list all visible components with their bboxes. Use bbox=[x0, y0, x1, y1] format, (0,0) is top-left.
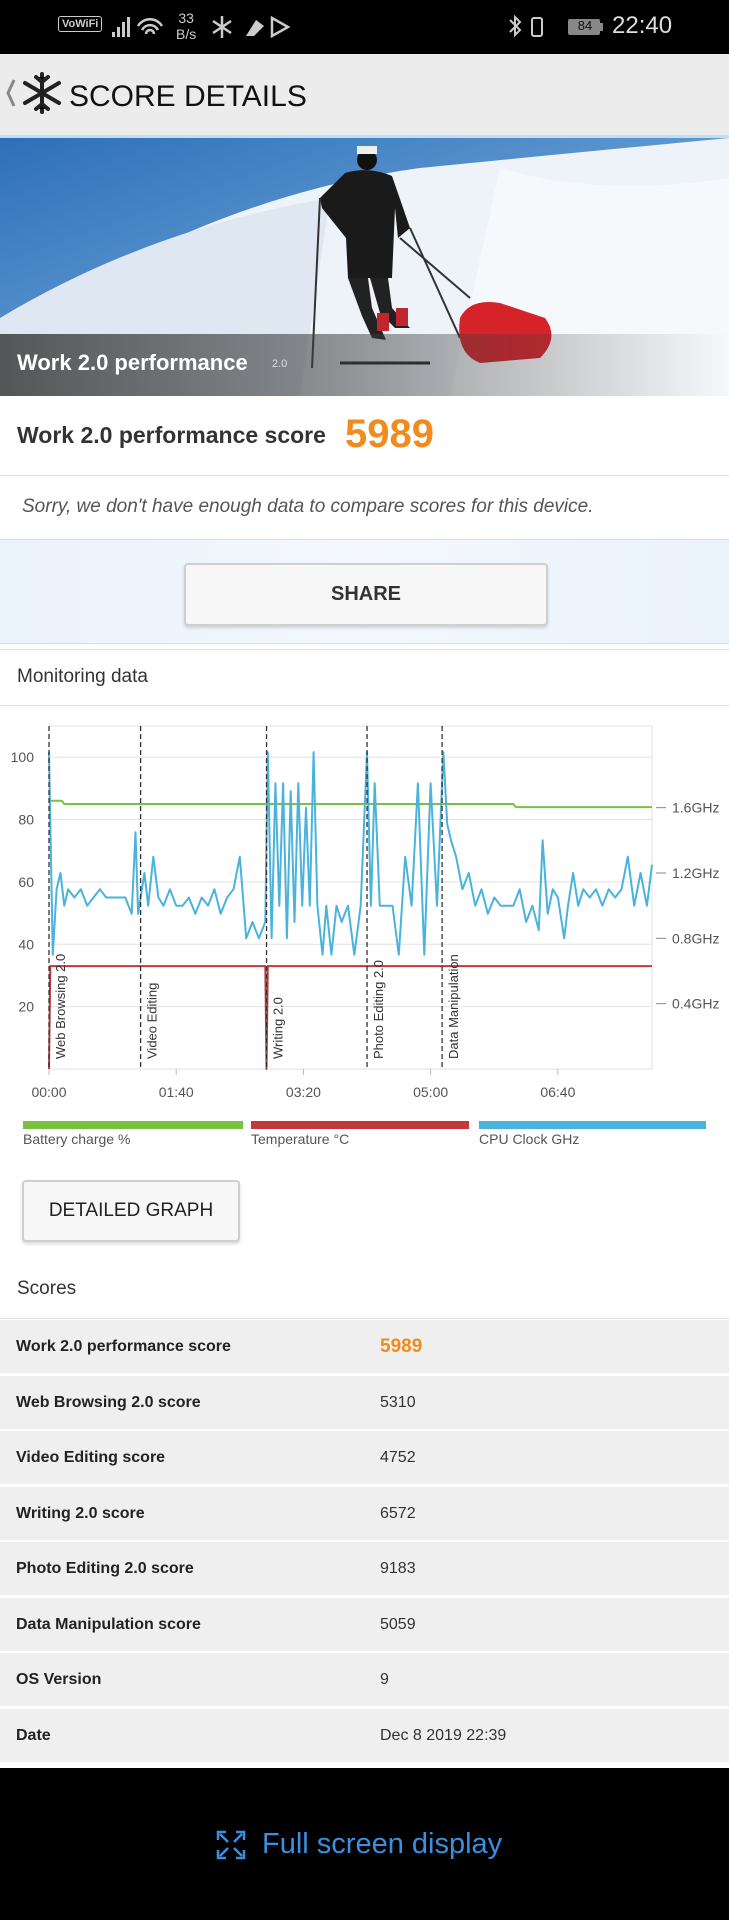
score-label: Work 2.0 performance score bbox=[16, 1338, 231, 1355]
footer-bar: Full screen display bbox=[0, 1768, 729, 1920]
score-row: Data Manipulation score 5059 bbox=[0, 1597, 729, 1651]
y2-tick-label: 1.6GHz bbox=[672, 800, 719, 816]
score-row: Photo Editing 2.0 score 9183 bbox=[0, 1542, 729, 1595]
y-tick-label: 40 bbox=[18, 936, 34, 952]
score-label: Video Editing score bbox=[16, 1449, 166, 1466]
score-row: Video Editing score 4752 bbox=[0, 1431, 729, 1484]
detailed-graph-button[interactable]: DETAILED GRAPH bbox=[22, 1180, 240, 1242]
score-label: Web Browsing 2.0 score bbox=[16, 1393, 201, 1411]
y2-tick-label: 0.4GHz bbox=[672, 996, 719, 1012]
score-value: 5310 bbox=[380, 1393, 416, 1411]
y-tick-label: 100 bbox=[11, 749, 35, 765]
y2-tick-label: 1.2GHz bbox=[672, 865, 719, 881]
phase-label: Data Manipulation bbox=[446, 954, 461, 1059]
x-tick-label: 01:40 bbox=[159, 1084, 194, 1100]
share-button[interactable]: SHARE bbox=[184, 563, 548, 626]
score-value: 4752 bbox=[380, 1449, 416, 1466]
notice-text: Sorry, we don't have enough data to comp… bbox=[22, 496, 594, 517]
page-title: SCORE DETAILS bbox=[69, 80, 307, 113]
series-line bbox=[48, 751, 653, 956]
y-tick-label: 20 bbox=[18, 999, 34, 1015]
phase-label: Video Editing bbox=[145, 983, 160, 1059]
app-header bbox=[0, 54, 729, 138]
phase-label: Photo Editing 2.0 bbox=[371, 960, 386, 1059]
score-row: OS Version 9 bbox=[0, 1653, 729, 1706]
monitoring-title: Monitoring data bbox=[17, 666, 148, 687]
monitoring-header: Monitoring data bbox=[0, 649, 729, 706]
back-logo[interactable] bbox=[4, 68, 64, 118]
legend-swatch bbox=[23, 1121, 243, 1129]
network-label: VoWiFi bbox=[58, 16, 103, 32]
legend-label: Temperature °C bbox=[251, 1131, 349, 1147]
score-value: 5989 bbox=[380, 1336, 423, 1357]
score-row: Work 2.0 performance score 5989 bbox=[0, 396, 729, 476]
score-value: Dec 8 2019 22:39 bbox=[380, 1726, 507, 1744]
score-row: Date Dec 8 2019 22:39 bbox=[0, 1708, 729, 1762]
system-icons bbox=[509, 14, 603, 38]
score-value: 9183 bbox=[380, 1560, 416, 1577]
score-label: OS Version bbox=[16, 1671, 102, 1688]
speed-value: 33 bbox=[178, 10, 194, 26]
legend-label: CPU Clock GHz bbox=[479, 1131, 579, 1147]
x-tick-label: 06:40 bbox=[540, 1084, 575, 1100]
x-tick-label: 05:00 bbox=[413, 1084, 448, 1100]
divider bbox=[0, 1318, 729, 1319]
fullscreen-icon[interactable] bbox=[216, 1830, 246, 1860]
y-tick-label: 60 bbox=[18, 874, 34, 890]
plot-frame bbox=[48, 725, 653, 1070]
score-label: Data Manipulation score bbox=[16, 1615, 201, 1633]
notification-icons bbox=[212, 15, 291, 39]
score-label: Writing 2.0 score bbox=[16, 1504, 145, 1522]
series-line bbox=[49, 799, 652, 809]
fullscreen-button[interactable]: Full screen display bbox=[262, 1828, 503, 1860]
legend-swatch bbox=[479, 1121, 706, 1129]
score-value: 6572 bbox=[380, 1504, 416, 1522]
phase-label: Writing 2.0 bbox=[271, 997, 286, 1059]
score-label: Work 2.0 performance score bbox=[17, 422, 326, 448]
score-label: Date bbox=[16, 1726, 51, 1744]
score-label: Photo Editing 2.0 score bbox=[16, 1560, 194, 1577]
scores-title: Scores bbox=[17, 1278, 77, 1299]
score-row: Web Browsing 2.0 score 5310 bbox=[0, 1375, 729, 1429]
clock: 22:40 bbox=[612, 12, 673, 39]
score-value: 5059 bbox=[380, 1615, 416, 1633]
monitoring-chart: 20 40 60 80 100 0.4GHz 0.8GHz 1.2GHz 1.6GHz 00:00… bbox=[11, 725, 719, 1147]
score-value: 5989 bbox=[345, 412, 434, 456]
phase-label: Web Browsing 2.0 bbox=[53, 954, 68, 1059]
hero-version: 2.0 bbox=[272, 358, 288, 370]
x-tick-label: 00:00 bbox=[31, 1084, 66, 1100]
score-row: Writing 2.0 score 6572 bbox=[0, 1486, 729, 1540]
battery-level: 84 bbox=[577, 18, 593, 33]
hero-title: Work 2.0 performance bbox=[17, 350, 248, 375]
hero-overlay bbox=[0, 334, 729, 396]
score-row: Work 2.0 performance score 5989 bbox=[0, 1320, 729, 1373]
signal-icons bbox=[112, 17, 164, 37]
status-bar: VoWiFi 33 B/s 84 22:40 bbox=[0, 0, 729, 54]
legend-label: Battery charge % bbox=[23, 1131, 130, 1147]
score-value: 9 bbox=[380, 1671, 389, 1688]
net-speed: 33 B/s bbox=[176, 10, 196, 42]
legend-swatch bbox=[251, 1121, 469, 1129]
x-tick-label: 03:20 bbox=[286, 1084, 321, 1100]
speed-unit: B/s bbox=[176, 26, 197, 42]
scores-table: Work 2.0 performance score 5989 Web Browsi… bbox=[0, 1320, 729, 1768]
notice-row: Sorry, we don't have enough data to comp… bbox=[0, 476, 729, 540]
series-line bbox=[48, 965, 652, 1070]
y2-tick-label: 0.8GHz bbox=[672, 930, 719, 946]
y-tick-label: 80 bbox=[18, 812, 34, 828]
